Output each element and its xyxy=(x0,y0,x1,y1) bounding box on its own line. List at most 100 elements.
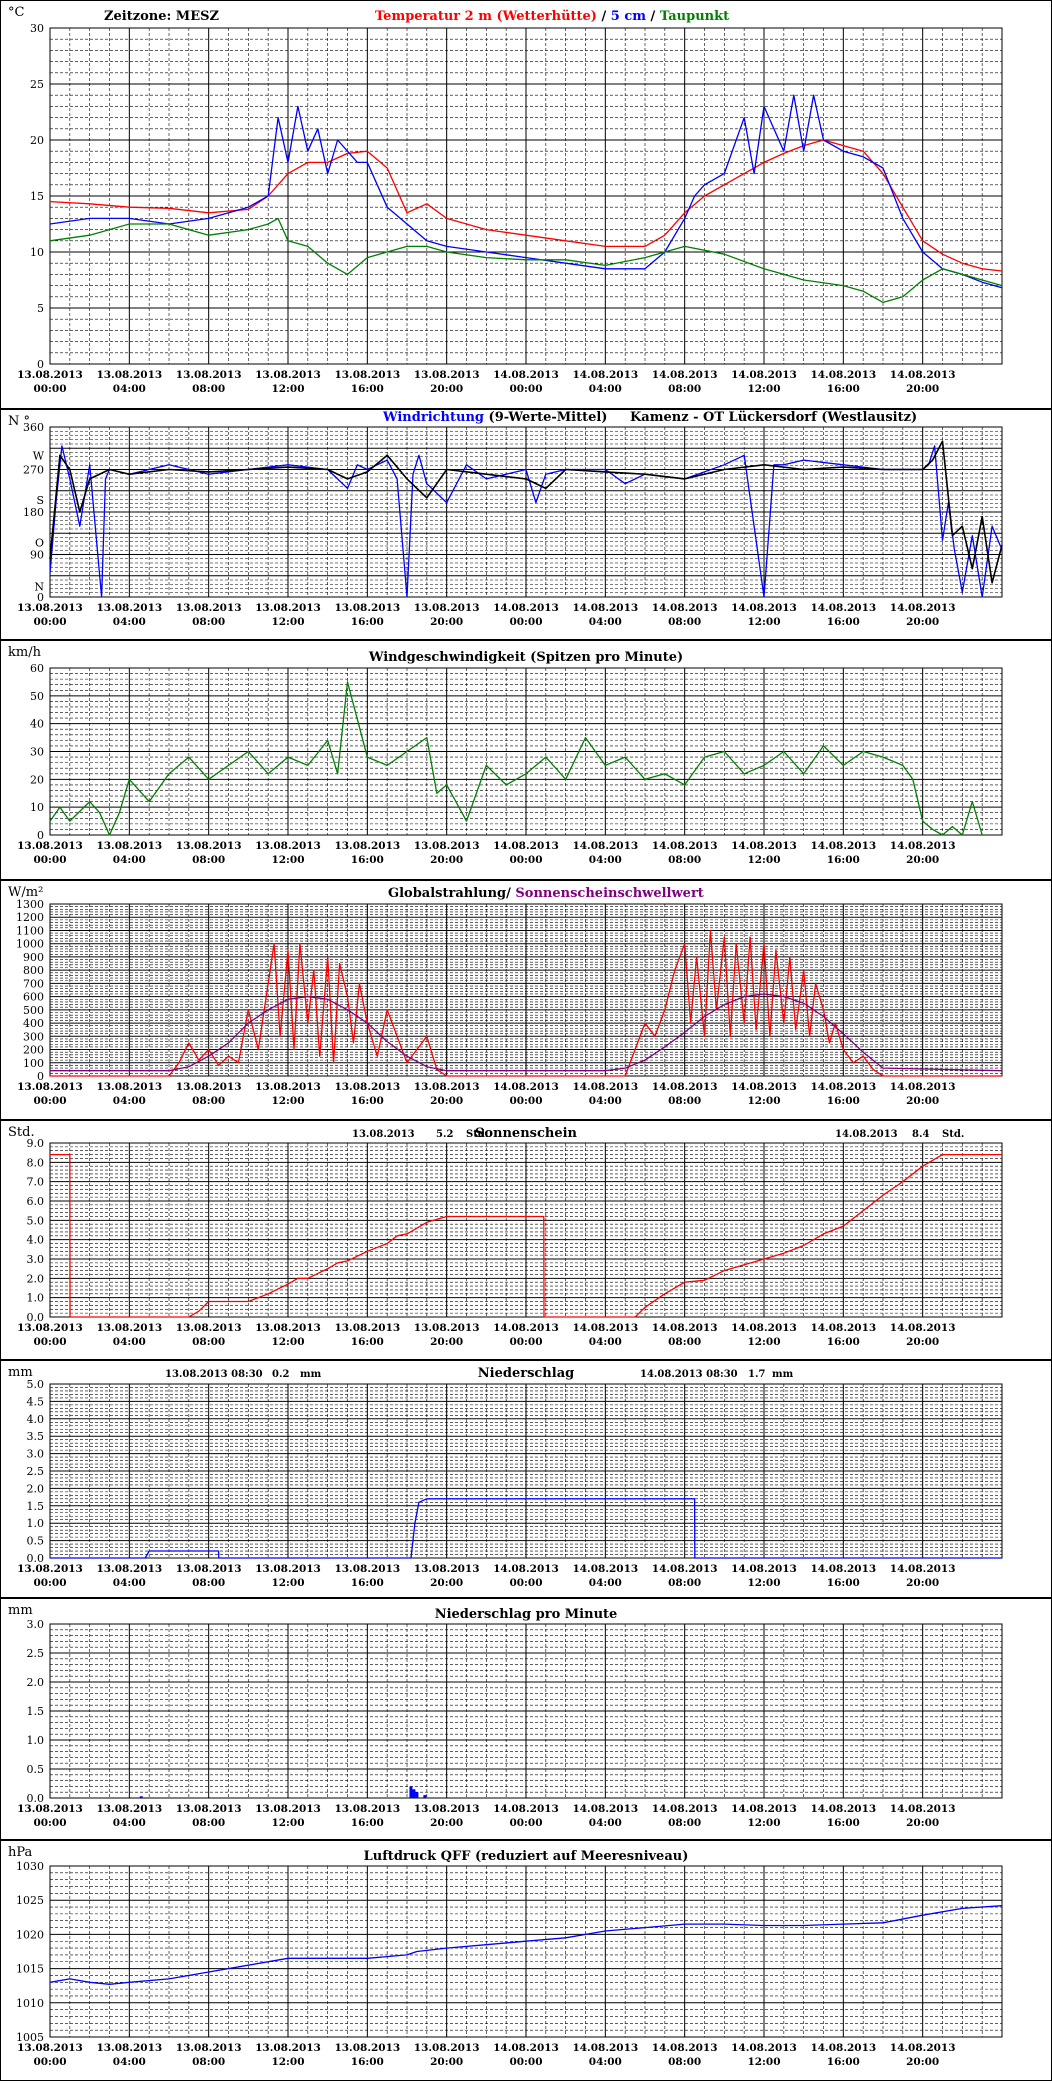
y-tick-label: 5 xyxy=(37,302,44,315)
x-tick-date: 13.08.2013 xyxy=(96,2042,162,2054)
y-tick-label: 8.0 xyxy=(27,1156,45,1169)
y-tick-label: 20 xyxy=(30,773,44,786)
y-tick-label: 700 xyxy=(23,977,44,990)
y-tick-label: 1000 xyxy=(16,938,44,951)
y-tick-label: 1020 xyxy=(16,1928,44,1941)
summary-unit: mm xyxy=(772,1369,794,1380)
x-tick-date: 13.08.2013 xyxy=(334,2042,400,2054)
gridlines xyxy=(49,1623,1003,1799)
x-tick-date: 14.08.2013 xyxy=(731,1081,797,1093)
y-tick-label: 40 xyxy=(30,718,44,731)
x-tick-time: 20:00 xyxy=(906,854,939,866)
x-tick-date: 13.08.2013 xyxy=(176,1081,242,1093)
x-tick-date: 13.08.2013 xyxy=(96,1563,162,1575)
x-tick-time: 12:00 xyxy=(271,616,304,628)
x-tick-date: 13.08.2013 xyxy=(334,1563,400,1575)
x-tick-date: 13.08.2013 xyxy=(17,1322,83,1334)
x-tick-time: 08:00 xyxy=(668,1577,701,1589)
x-tick-date: 14.08.2013 xyxy=(731,369,797,381)
x-tick-time: 04:00 xyxy=(589,1577,622,1589)
summary-value: 8.4 xyxy=(912,1129,929,1140)
y-tick-label: 180 xyxy=(23,506,44,519)
x-tick-date: 13.08.2013 xyxy=(96,840,162,852)
x-tick-date: 14.08.2013 xyxy=(572,2042,638,2054)
y-tick-label: 50 xyxy=(30,690,44,703)
x-tick-date: 14.08.2013 xyxy=(890,840,956,852)
x-tick-labels: 13.08.2013 00:00 13.08.2013 04:00 13.08.2013… xyxy=(17,2042,955,2068)
x-tick-date: 13.08.2013 xyxy=(17,1563,83,1575)
y-tick-label: 10 xyxy=(30,246,44,259)
y-tick-label: 3.0 xyxy=(27,1253,45,1266)
x-tick-date: 14.08.2013 xyxy=(493,2042,559,2054)
y-tick-label: 15 xyxy=(30,190,44,203)
header-left: Zeitzone: MESZ xyxy=(104,9,219,24)
gridlines xyxy=(49,27,1003,365)
x-tick-date: 14.08.2013 xyxy=(652,1563,718,1575)
y-tick-label: 0.0 xyxy=(27,1311,45,1324)
y-tick-label: 5.0 xyxy=(27,1378,45,1391)
x-tick-date: 14.08.2013 xyxy=(810,840,876,852)
x-tick-date: 13.08.2013 xyxy=(334,1081,400,1093)
precip-bar xyxy=(412,1789,416,1798)
x-tick-labels: 13.08.2013 00:00 13.08.2013 04:00 13.08.2013… xyxy=(17,602,955,628)
chart-panel-3: 0102030405060km/h13.08.201300:0013.08.20… xyxy=(0,640,1052,880)
x-tick-time: 16:00 xyxy=(351,1577,384,1589)
y-tick-label: 1.5 xyxy=(27,1500,45,1513)
x-tick-date: 14.08.2013 xyxy=(652,2042,718,2054)
x-tick-time: 20:00 xyxy=(906,2056,939,2068)
x-tick-date: 13.08.2013 xyxy=(334,602,400,614)
x-tick-time: 04:00 xyxy=(589,1095,622,1107)
y-tick-label: 1.0 xyxy=(27,1734,45,1747)
bar-series xyxy=(139,1786,427,1798)
x-tick-date: 14.08.2013 xyxy=(652,840,718,852)
x-tick-date: 13.08.2013 xyxy=(176,602,242,614)
chart-title-part: Globalstrahlung/ xyxy=(388,886,515,901)
x-tick-time: 08:00 xyxy=(192,1095,225,1107)
x-tick-time: 00:00 xyxy=(509,2056,542,2068)
x-tick-time: 12:00 xyxy=(747,616,780,628)
y-tick-label: 500 xyxy=(23,1004,44,1017)
x-tick-time: 16:00 xyxy=(827,1095,860,1107)
x-tick-date: 14.08.2013 xyxy=(731,2042,797,2054)
x-tick-date: 13.08.2013 xyxy=(17,602,83,614)
x-tick-time: 00:00 xyxy=(33,1336,66,1348)
x-tick-time: 00:00 xyxy=(33,616,66,628)
series-line-3 xyxy=(49,217,1003,304)
x-tick-time: 16:00 xyxy=(827,383,860,395)
x-tick-date: 13.08.2013 xyxy=(96,602,162,614)
x-tick-date: 14.08.2013 xyxy=(572,840,638,852)
x-tick-time: 08:00 xyxy=(668,1336,701,1348)
station-name: Kamenz - OT Lückersdorf (Westlausitz) xyxy=(630,410,917,425)
x-tick-date: 13.08.2013 xyxy=(17,1081,83,1093)
x-tick-date: 13.08.2013 xyxy=(255,602,321,614)
x-tick-time: 12:00 xyxy=(271,2056,304,2068)
y-tick-label: 25 xyxy=(30,78,44,91)
y-tick-label: 7.0 xyxy=(27,1176,45,1189)
x-tick-time: 12:00 xyxy=(271,1095,304,1107)
x-tick-time: 20:00 xyxy=(430,1336,463,1348)
y-tick-label: 200 xyxy=(23,1044,44,1057)
summary-date: 14.08.2013 08:30 xyxy=(640,1369,738,1380)
x-tick-labels: 13.08.2013 00:00 13.08.2013 04:00 13.08.2013… xyxy=(17,1563,955,1589)
x-tick-date: 14.08.2013 xyxy=(731,840,797,852)
precip-bar xyxy=(423,1795,427,1798)
chart-title: Niederschlag xyxy=(478,1366,574,1381)
y-unit-label: hPa xyxy=(8,1845,33,1860)
y-tick-label: 30 xyxy=(30,746,44,759)
x-tick-time: 08:00 xyxy=(668,616,701,628)
x-tick-date: 14.08.2013 xyxy=(652,369,718,381)
x-tick-date: 14.08.2013 xyxy=(572,602,638,614)
x-tick-time: 00:00 xyxy=(33,854,66,866)
x-tick-labels: 13.08.2013 00:00 13.08.2013 04:00 13.08.2013… xyxy=(17,840,955,866)
x-tick-date: 14.08.2013 xyxy=(652,1803,718,1815)
x-tick-time: 04:00 xyxy=(113,854,146,866)
y-tick-label: 1.0 xyxy=(27,1517,45,1530)
x-tick-time: 12:00 xyxy=(271,1817,304,1829)
x-tick-time: 12:00 xyxy=(271,383,304,395)
chart-title-part: (9-Werte-Mittel) xyxy=(484,410,607,425)
y-tick-labels: 0.0 1.0 2.0 3.0 4.0 5.0 6.0 7.0 8.0 9.0 xyxy=(27,1137,45,1324)
x-tick-time: 00:00 xyxy=(509,616,542,628)
x-tick-date: 14.08.2013 xyxy=(572,1081,638,1093)
chart-panel-5: 0.01.02.03.04.05.06.07.08.09.0Std.13.08.… xyxy=(0,1120,1052,1360)
